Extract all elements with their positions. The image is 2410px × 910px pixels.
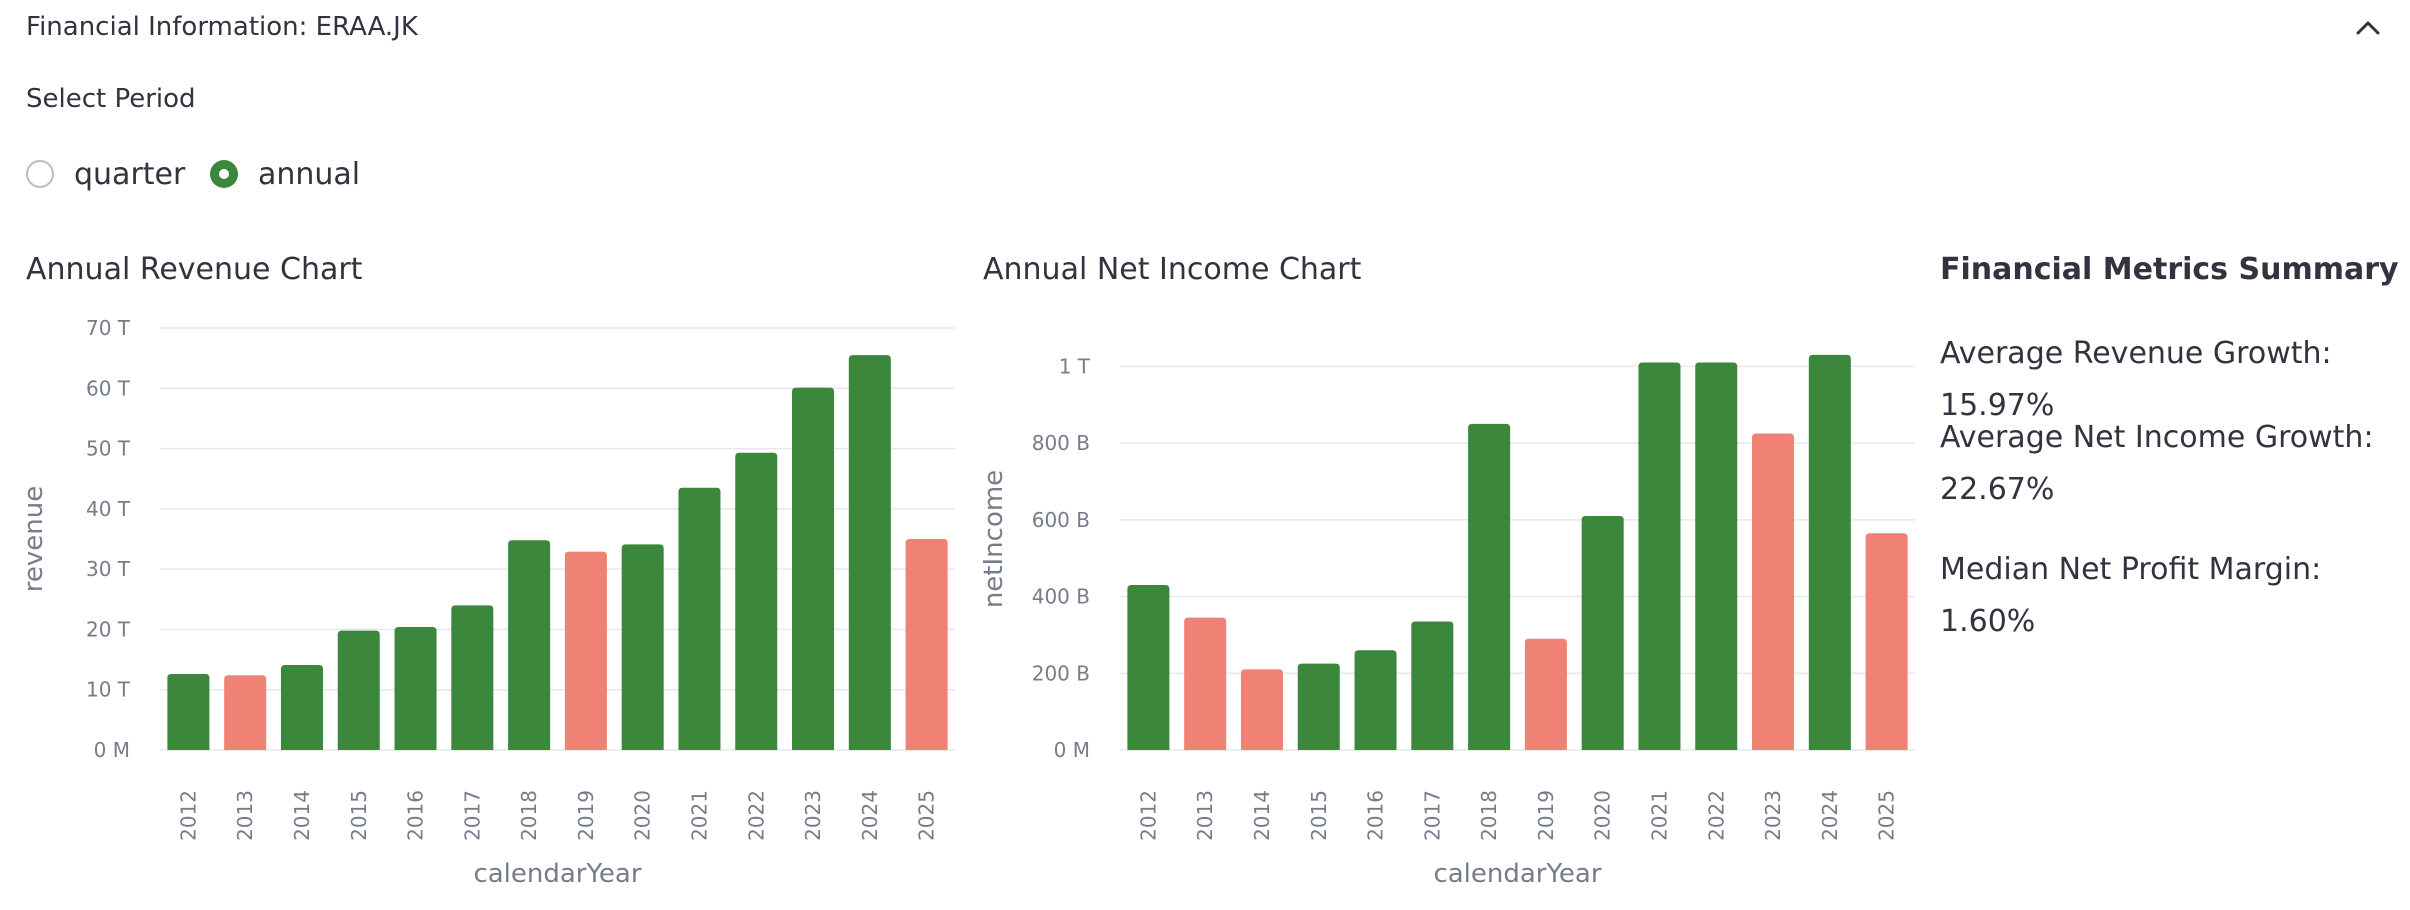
bar-2022[interactable] — [735, 452, 778, 750]
metric-net-profit-margin: Median Net Profit Margin: 1.60% — [1940, 552, 2322, 639]
x-tick-label: 2018 — [517, 790, 541, 841]
bar-2018[interactable] — [1468, 423, 1511, 750]
y-tick-label: 1 T — [1059, 354, 1091, 378]
y-tick-label: 400 B — [1032, 585, 1090, 609]
bar-2013[interactable] — [224, 675, 267, 750]
bar-2014[interactable] — [280, 664, 323, 750]
bar-2014[interactable] — [1240, 669, 1283, 750]
radio-quarter-label: quarter — [74, 156, 186, 192]
x-tick-label: 2013 — [1193, 790, 1217, 841]
x-tick-label: 2017 — [460, 790, 484, 841]
y-tick-label: 200 B — [1032, 661, 1090, 685]
radio-annual[interactable]: annual — [210, 154, 360, 194]
revenue-chart-title: Annual Revenue Chart — [26, 252, 363, 287]
bar-2020[interactable] — [621, 544, 664, 750]
bar-2022[interactable] — [1695, 362, 1738, 750]
x-tick-label: 2020 — [631, 790, 655, 841]
bar-2021[interactable] — [1638, 362, 1681, 750]
bar-2015[interactable] — [1297, 663, 1340, 750]
bar-2024[interactable] — [1808, 354, 1851, 750]
radio-quarter[interactable]: quarter — [26, 154, 185, 194]
y-tick-label: 0 M — [94, 738, 130, 762]
radio-unchecked-icon[interactable] — [26, 160, 54, 188]
y-tick-label: 10 T — [86, 678, 131, 702]
y-tick-label: 50 T — [86, 437, 131, 461]
bar-2023[interactable] — [1752, 433, 1795, 751]
x-tick-label: 2015 — [347, 790, 371, 841]
bar-2013[interactable] — [1184, 617, 1227, 750]
select-period-label: Select Period — [26, 84, 196, 114]
y-tick-label: 40 T — [86, 497, 131, 521]
bar-2016[interactable] — [1354, 650, 1397, 750]
x-tick-label: 2025 — [915, 790, 939, 841]
y-axis-title: netIncome — [979, 470, 1009, 608]
x-tick-label: 2014 — [290, 790, 314, 841]
bar-2017[interactable] — [451, 605, 494, 750]
x-tick-label: 2019 — [1534, 790, 1558, 841]
bar-2024[interactable] — [848, 355, 891, 750]
x-tick-label: 2012 — [176, 790, 200, 841]
revenue-chart: 0 M 10 T 20 T 30 T 40 T 50 T 60 T 70 T 2012 2013 2… — [19, 316, 955, 889]
y-axis-title: revenue — [19, 486, 49, 592]
x-tick-label: 2024 — [1818, 790, 1842, 841]
x-tick-label: 2021 — [1647, 790, 1671, 841]
bar-2012[interactable] — [1127, 585, 1170, 750]
x-tick-label: 2025 — [1875, 790, 1899, 841]
y-tick-label: 30 T — [86, 557, 131, 581]
x-tick-label: 2023 — [1761, 790, 1785, 841]
bar-2025[interactable] — [1865, 533, 1908, 750]
bar-2025[interactable] — [905, 539, 948, 750]
x-tick-label: 2016 — [1364, 790, 1388, 841]
x-axis-title: calendarYear — [473, 859, 641, 889]
y-tick-label: 60 T — [86, 376, 131, 400]
y-tick-label: 800 B — [1032, 431, 1090, 455]
y-tick-label: 0 M — [1054, 738, 1090, 762]
x-tick-label: 2018 — [1477, 790, 1501, 841]
chevron-up-icon[interactable] — [2348, 8, 2388, 48]
x-tick-label: 2023 — [801, 790, 825, 841]
bar-2020[interactable] — [1581, 515, 1624, 750]
net-income-chart-title: Annual Net Income Chart — [983, 252, 1362, 287]
x-tick-label: 2013 — [233, 790, 257, 841]
x-tick-label: 2020 — [1591, 790, 1615, 841]
y-tick-label: 20 T — [86, 617, 131, 641]
bar-2023[interactable] — [792, 387, 835, 750]
x-tick-label: 2012 — [1136, 790, 1160, 841]
bar-2012[interactable] — [167, 674, 210, 750]
radio-annual-label: annual — [258, 156, 361, 192]
bar-2018[interactable] — [508, 540, 551, 750]
y-tick-label: 600 B — [1032, 508, 1090, 532]
x-tick-label: 2024 — [858, 790, 882, 841]
x-tick-label: 2019 — [574, 790, 598, 841]
metrics-summary-title: Financial Metrics Summary — [1940, 252, 2399, 287]
x-tick-label: 2022 — [744, 790, 768, 841]
x-tick-label: 2015 — [1307, 790, 1331, 841]
bar-2019[interactable] — [1524, 638, 1567, 750]
x-tick-label: 2021 — [687, 790, 711, 841]
x-axis-title: calendarYear — [1433, 859, 1601, 889]
metric-revenue-growth: Average Revenue Growth: 15.97% — [1940, 336, 2332, 423]
expander-title[interactable]: Financial Information: ERAA.JK — [26, 12, 418, 42]
x-tick-label: 2022 — [1704, 790, 1728, 841]
x-tick-label: 2014 — [1250, 790, 1274, 841]
y-tick-label: 70 T — [86, 316, 131, 340]
radio-checked-icon[interactable] — [210, 160, 238, 188]
bar-2019[interactable] — [564, 551, 607, 750]
metric-net-income-growth: Average Net Income Growth: 22.67% — [1940, 420, 2374, 507]
x-tick-label: 2016 — [404, 790, 428, 841]
bar-2015[interactable] — [337, 630, 380, 750]
bar-2021[interactable] — [678, 487, 721, 750]
bar-2017[interactable] — [1411, 621, 1454, 750]
x-tick-label: 2017 — [1420, 790, 1444, 841]
bar-2016[interactable] — [394, 627, 437, 750]
net-income-chart: 0 M 200 B 400 B 600 B 800 B 1 T 2012 2013 2014 20… — [979, 354, 1915, 889]
